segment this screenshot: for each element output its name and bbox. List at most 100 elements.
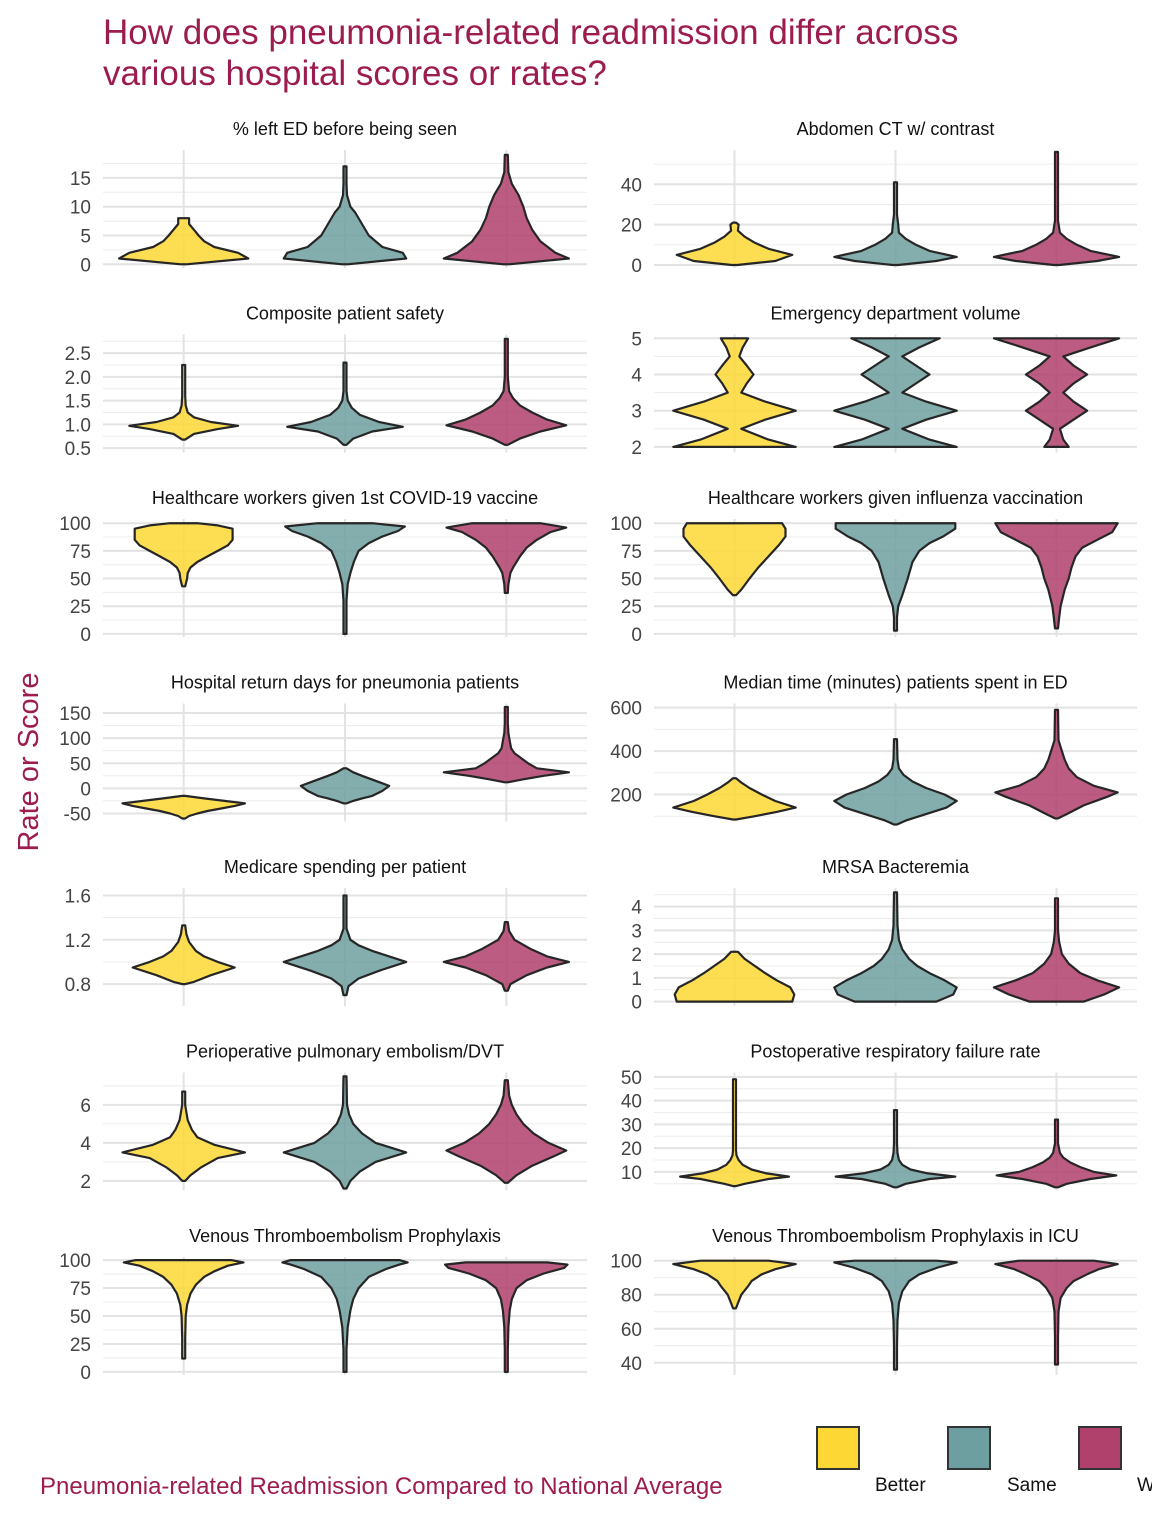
y-tick-label: 3 — [631, 921, 642, 942]
y-tick-label: 1 — [631, 969, 642, 990]
y-tick-label: 75 — [70, 1279, 91, 1300]
violin-worse — [994, 522, 1119, 630]
violin-worse — [994, 1259, 1119, 1366]
legend-item-worse: W — [1078, 1426, 1152, 1496]
violin-same — [282, 894, 408, 997]
y-tick-label: 50 — [621, 570, 642, 591]
y-tick-label: 100 — [59, 514, 91, 535]
y-tick-label: 40 — [621, 1354, 642, 1375]
violin-same — [282, 165, 408, 266]
facet-title: Median time (minutes) patients spent in … — [723, 673, 1067, 693]
y-tick-label: 1.0 — [65, 415, 91, 436]
y-tick-label: 6 — [80, 1096, 91, 1117]
y-tick-label: 2 — [80, 1172, 91, 1193]
violin-same — [833, 891, 958, 1003]
violin-worse — [994, 708, 1119, 820]
y-tick-label: 40 — [621, 175, 642, 196]
y-tick-label: 100 — [610, 514, 642, 535]
violin-better — [675, 221, 794, 267]
y-tick-label: 80 — [621, 1286, 642, 1307]
facet-title: Venous Thromboembolism Prophylaxis — [189, 1226, 501, 1246]
violin-same — [281, 1259, 409, 1373]
y-tick-label: 5 — [631, 329, 642, 350]
facet-panel: Venous Thromboembolism Prophylaxis 0 25 50 7… — [59, 1226, 587, 1384]
violin-worse — [442, 705, 570, 784]
y-tick-label: 40 — [621, 1092, 642, 1113]
y-tick-label: 1.2 — [65, 931, 91, 952]
legend-key-same — [947, 1426, 991, 1470]
facet-title: Medicare spending per patient — [224, 857, 466, 877]
y-tick-label: 30 — [621, 1115, 642, 1136]
facet-panel: MRSA Bacteremia 0 1 2 34 — [631, 857, 1137, 1014]
violin-better — [672, 777, 797, 821]
y-tick-label: 400 — [610, 742, 642, 763]
violin-worse — [442, 153, 570, 266]
y-tick-label: 60 — [621, 1320, 642, 1341]
violin-better — [131, 924, 236, 986]
y-tick-label: 600 — [610, 699, 642, 720]
y-tick-label: -50 — [64, 804, 91, 825]
legend-label-same: Same — [1007, 1475, 1057, 1496]
y-tick-label: 20 — [621, 216, 642, 237]
y-tick-label: 25 — [621, 597, 642, 618]
facet-panels: % left ED before being seen051015Abdomen… — [59, 119, 1137, 1384]
facet-panel: Abdomen CT w/ contrast 0 20 40 — [621, 119, 1137, 277]
y-tick-label: 1.5 — [65, 392, 91, 413]
violin-worse — [992, 337, 1121, 448]
facet-title: Healthcare workers given influenza vacci… — [708, 488, 1083, 508]
violin-better — [121, 1090, 246, 1182]
violin-same — [284, 522, 406, 635]
y-tick-label: 75 — [70, 542, 91, 563]
y-tick-label: 0 — [631, 993, 642, 1014]
chart-title-line-1: How does pneumonia-related readmission d… — [103, 13, 958, 52]
violin-better — [121, 794, 246, 820]
violin-worse — [444, 1261, 569, 1373]
legend-key-worse — [1078, 1426, 1122, 1470]
legend-item-better: Better — [816, 1426, 926, 1496]
y-tick-label: 1.6 — [65, 887, 91, 908]
facet-title: Healthcare workers given 1st COVID-19 va… — [152, 488, 538, 508]
y-tick-label: 25 — [70, 597, 91, 618]
facet-panel: Composite patient safety 0.5 1.01.5 2.0 2.5 — [65, 304, 587, 460]
facet-panel: Postoperative respiratory failure rate 10… — [621, 1042, 1137, 1191]
violin-same — [299, 767, 391, 805]
legend-label-worse: W — [1137, 1475, 1152, 1496]
violin-better — [672, 337, 797, 448]
y-tick-label: 20 — [621, 1139, 642, 1160]
violin-better — [122, 1259, 245, 1360]
y-tick-label: 50 — [70, 570, 91, 591]
y-tick-label: 50 — [70, 1307, 91, 1328]
facet-title: Emergency department volume — [770, 304, 1020, 324]
facet-title: Postoperative respiratory failure rate — [750, 1042, 1040, 1062]
facet-panel: Healthcare workers given influenza vacci… — [610, 488, 1137, 646]
violin-same — [286, 361, 404, 446]
y-tick-label: 50 — [70, 754, 91, 775]
y-tick-label: 10 — [621, 1163, 642, 1184]
facet-panel: Perioperative pulmonary embolism/DVT 2 4 6 — [80, 1042, 587, 1193]
facet-title: Abdomen CT w/ contrast — [797, 119, 995, 139]
facet-panel: Emergency department volume 2 3 4 5 — [631, 304, 1137, 459]
facet-panel: Healthcare workers given 1st COVID-19 va… — [59, 488, 587, 646]
violin-better — [133, 522, 234, 588]
y-axis-label: Rate or Score — [13, 673, 45, 852]
legend-label-better: Better — [875, 1475, 926, 1496]
legend-key-better — [816, 1426, 860, 1470]
violin-same — [833, 738, 958, 826]
violin-worse — [995, 1118, 1118, 1189]
violin-same — [282, 1075, 408, 1190]
violin-worse — [992, 897, 1121, 1003]
violin-worse — [442, 920, 570, 992]
y-tick-label: 2.0 — [65, 368, 91, 389]
y-tick-label: 15 — [70, 169, 91, 190]
y-tick-label: 0.8 — [65, 975, 91, 996]
y-tick-label: 0 — [80, 255, 91, 276]
facet-title: MRSA Bacteremia — [822, 857, 970, 877]
y-tick-label: 0.5 — [65, 439, 91, 460]
y-tick-label: 0 — [80, 625, 91, 646]
y-tick-label: 4 — [631, 366, 642, 387]
facet-panel: Hospital return days for pneumonia patie… — [59, 673, 587, 825]
facet-panel: Venous Thromboembolism Prophylaxis in IC… — [610, 1226, 1137, 1375]
violin-better — [118, 217, 250, 266]
violin-better — [679, 1078, 790, 1188]
